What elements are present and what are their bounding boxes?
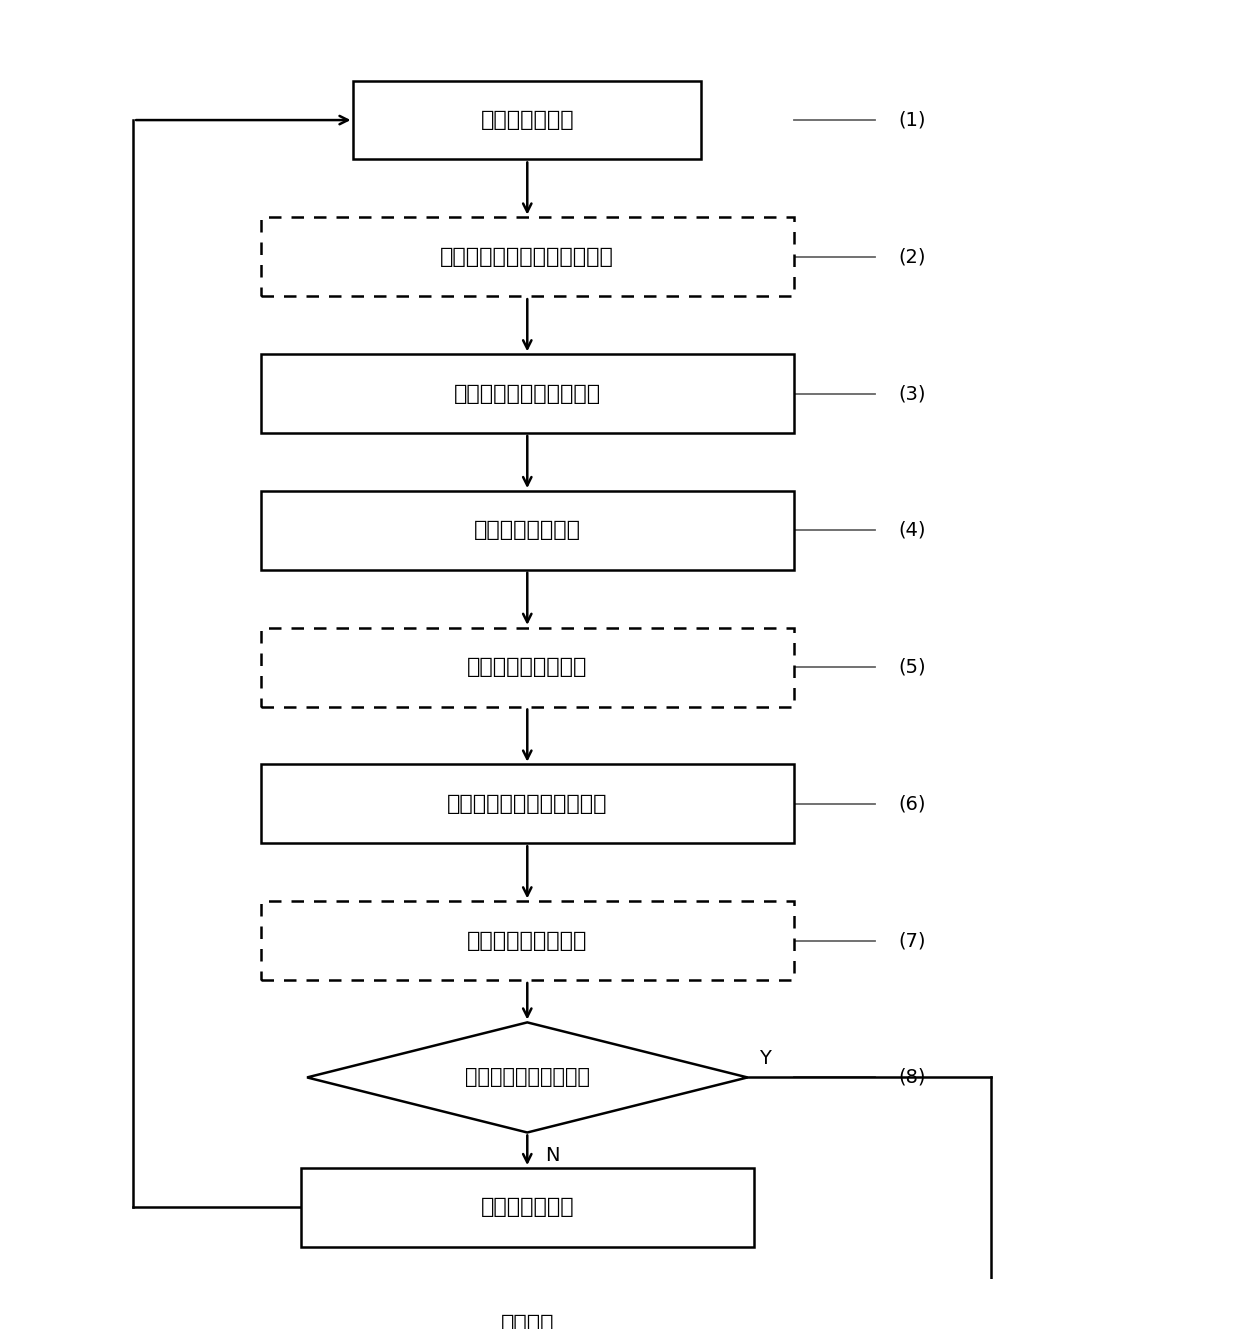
- Text: (2): (2): [898, 247, 926, 266]
- FancyBboxPatch shape: [260, 490, 794, 570]
- Text: (6): (6): [898, 795, 926, 813]
- Text: N: N: [544, 1147, 559, 1166]
- Text: 输出结果: 输出结果: [501, 1313, 554, 1329]
- Text: (5): (5): [898, 658, 926, 676]
- Text: 修正中子角通量密度: 修正中子角通量密度: [467, 930, 588, 950]
- FancyBboxPatch shape: [260, 218, 794, 296]
- Text: 建立组件内小波展开方程: 建立组件内小波展开方程: [454, 384, 601, 404]
- Text: 计算中子角通量密度: 计算中子角通量密度: [467, 657, 588, 678]
- Text: (1): (1): [898, 110, 926, 129]
- FancyBboxPatch shape: [260, 627, 794, 707]
- FancyBboxPatch shape: [260, 764, 794, 844]
- Text: 建立修正量的小波展开方程: 建立修正量的小波展开方程: [448, 793, 608, 813]
- Text: (8): (8): [898, 1069, 926, 1087]
- Text: 下一阶展开计算: 下一阶展开计算: [480, 1197, 574, 1217]
- Text: (4): (4): [898, 521, 926, 540]
- Polygon shape: [308, 1022, 748, 1132]
- Text: (3): (3): [898, 384, 926, 403]
- Text: 计算基函数与角度变量的积分: 计算基函数与角度变量的积分: [440, 247, 614, 267]
- FancyBboxPatch shape: [260, 355, 794, 433]
- Text: Y: Y: [759, 1049, 771, 1069]
- FancyBboxPatch shape: [300, 1168, 754, 1247]
- Text: 处理组件边界条件: 处理组件边界条件: [474, 521, 580, 541]
- Text: 计算基函数数值: 计算基函数数值: [480, 110, 574, 130]
- FancyBboxPatch shape: [353, 81, 701, 159]
- Text: 判断是否满足精度要求: 判断是否满足精度要求: [465, 1067, 590, 1087]
- Text: (7): (7): [898, 932, 926, 950]
- FancyBboxPatch shape: [260, 901, 794, 979]
- FancyBboxPatch shape: [327, 1284, 727, 1329]
